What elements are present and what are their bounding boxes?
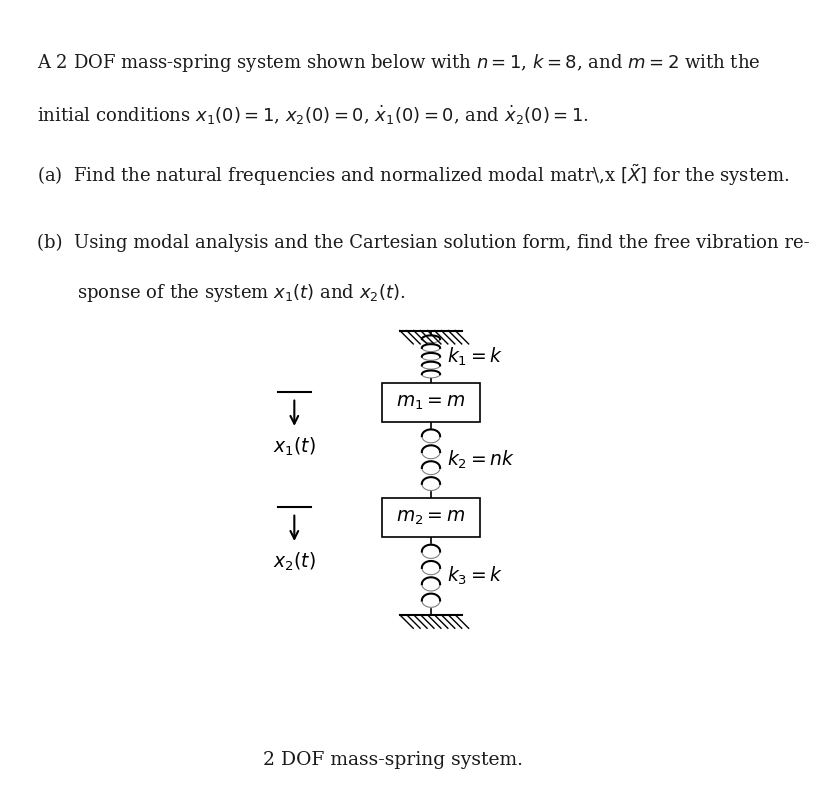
Text: $k_3 = k$: $k_3 = k$: [447, 565, 504, 587]
Text: $k_1 = k$: $k_1 = k$: [447, 346, 504, 368]
Bar: [382, 498, 480, 537]
Text: (b)  Using modal analysis and the Cartesian solution form, find the free vibrati: (b) Using modal analysis and the Cartesi…: [37, 233, 809, 252]
Text: sponse of the system $x_1(t)$ and $x_2(t)$.: sponse of the system $x_1(t)$ and $x_2(t…: [37, 281, 405, 303]
Text: $k_2 = nk$: $k_2 = nk$: [447, 449, 515, 471]
Text: (a)  Find the natural frequencies and normalized modal matr\,x $[\tilde{X}]$ for: (a) Find the natural frequencies and nor…: [37, 163, 789, 188]
Text: $x_1(t)$: $x_1(t)$: [273, 436, 316, 458]
Bar: [382, 383, 480, 422]
Text: $x_2(t)$: $x_2(t)$: [273, 551, 316, 573]
Text: $m_1 = m$: $m_1 = m$: [396, 393, 466, 412]
Text: 2 DOF mass-spring system.: 2 DOF mass-spring system.: [263, 751, 523, 769]
Text: initial conditions $x_1(0) = 1$, $x_2(0) = 0$, $\dot{x}_1(0) = 0$, and $\dot{x}_: initial conditions $x_1(0) = 1$, $x_2(0)…: [37, 103, 589, 127]
Text: A 2 DOF mass-spring system shown below with $n = 1$, $k = 8$, and $m = 2$ with t: A 2 DOF mass-spring system shown below w…: [37, 53, 760, 75]
Text: $m_2 = m$: $m_2 = m$: [396, 509, 466, 527]
